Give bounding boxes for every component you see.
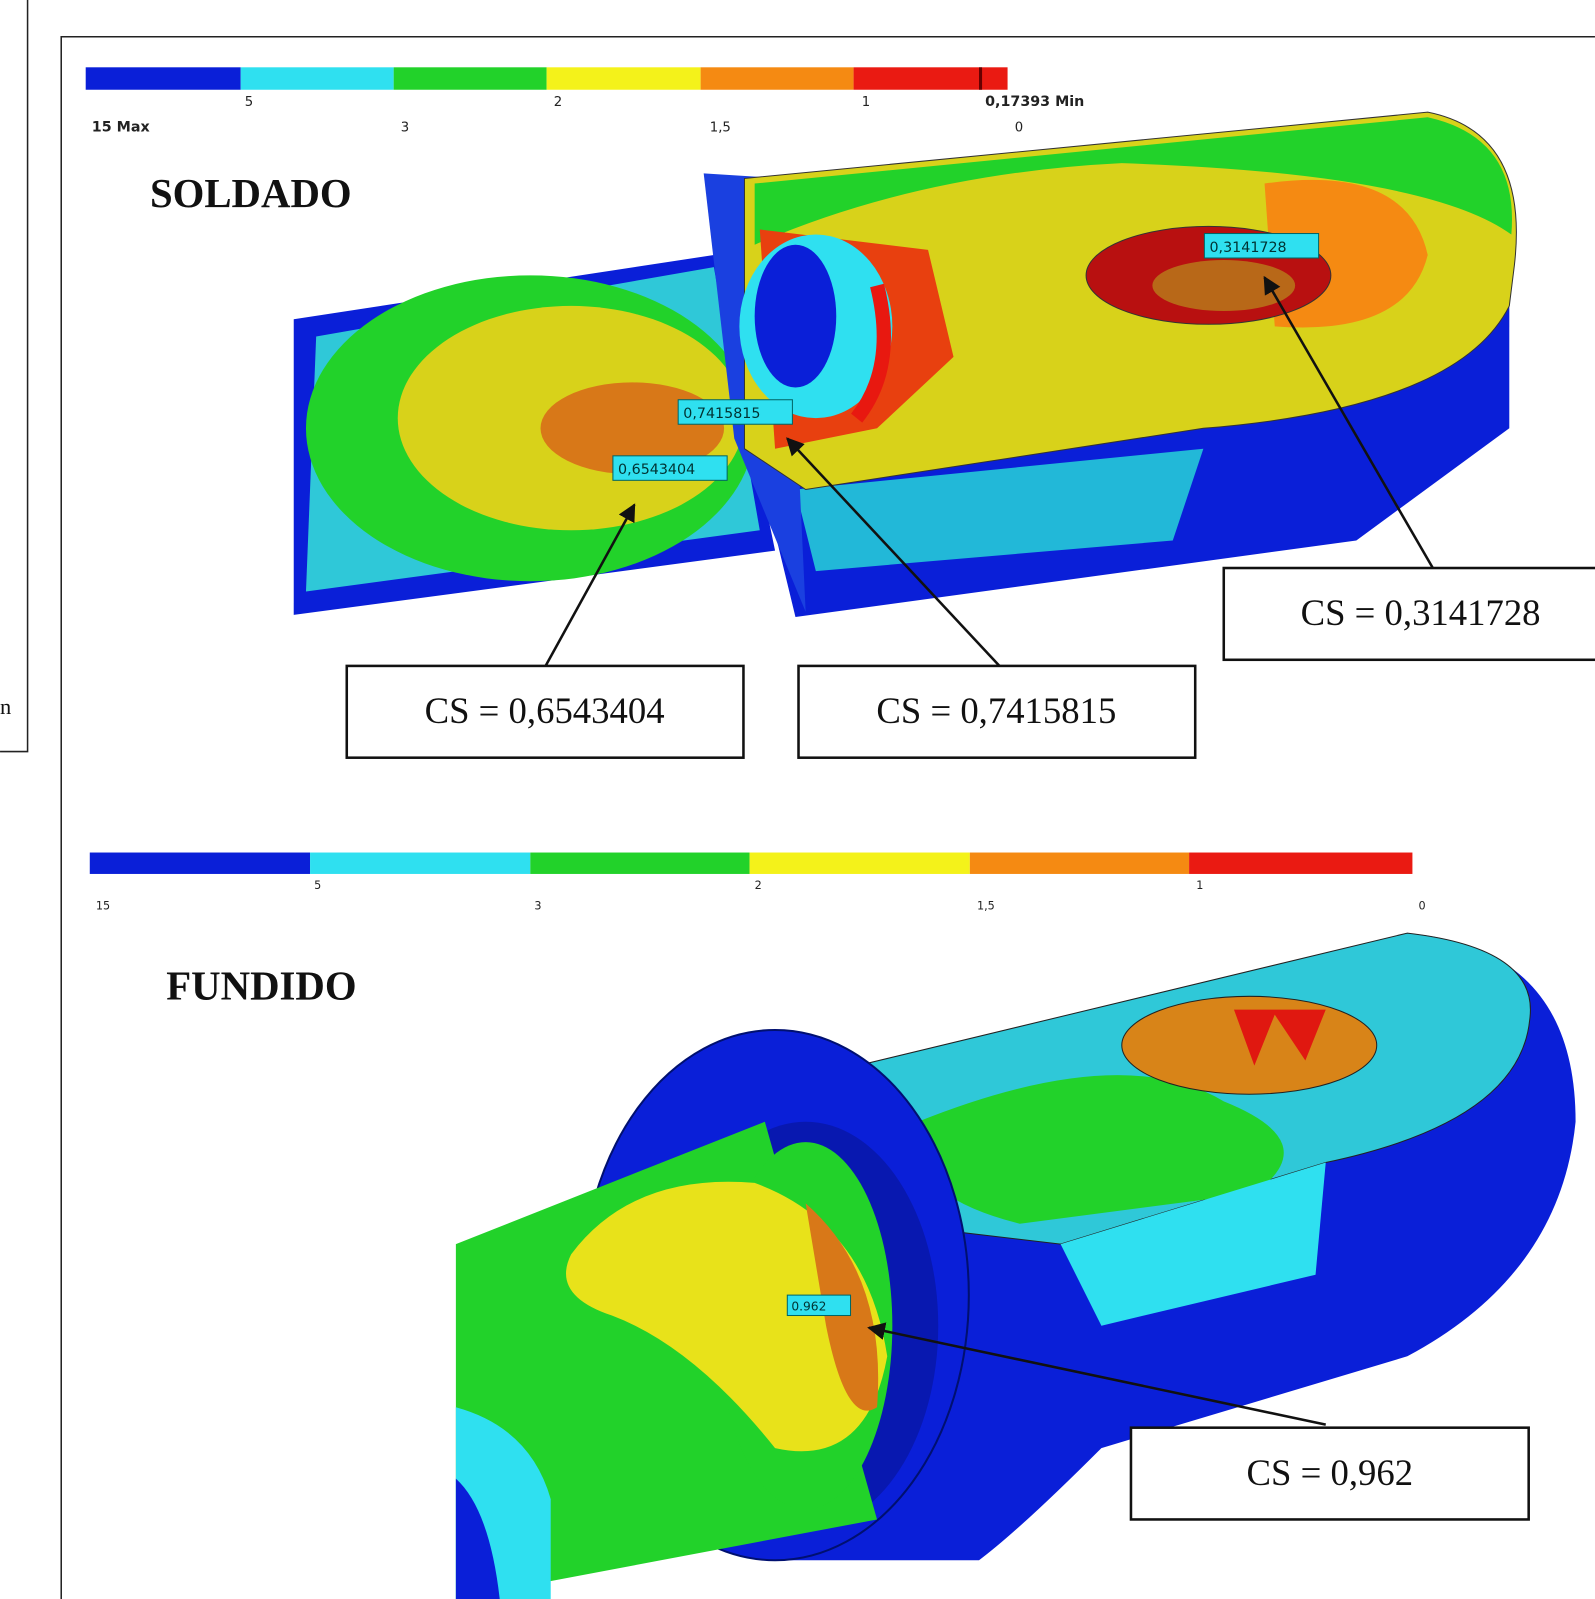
cone [754,244,837,388]
model-soldado [293,111,1517,617]
shaft-band [566,1181,888,1452]
legend-label: 2 [755,879,762,892]
legend-label: 1,5 [977,900,995,913]
legend-label: 0 [1015,121,1023,136]
legend-swatch [240,67,394,90]
callout-label: CS = 0,6543404 [425,690,665,731]
legend-marker [979,67,983,90]
probe-label: 0.962 [791,1299,826,1313]
main-frame [60,35,1595,1599]
legend-swatch [310,852,531,874]
legend-label: 3 [534,900,541,913]
callout-box [1129,1426,1530,1521]
shaft-band [455,1478,500,1599]
left-frame [0,0,29,753]
probes: 0,7415815 0,6543404 0,3141728 [612,233,1320,481]
top-band [754,117,1513,245]
arrow [1263,275,1434,569]
panel-title: SOLDADO [150,171,352,216]
callout-box [345,664,745,759]
callout-box [1222,566,1595,662]
legend-label: 15 [96,900,110,913]
arrow [544,503,636,667]
legend-swatch [969,852,1190,874]
cone-edge [850,283,891,423]
panel-title: FUNDIDO [166,963,356,1008]
callout-label: CS = 0,962 [1247,1452,1414,1493]
legend-bar [89,852,1413,874]
legend-label: 0,17393 Min [985,94,1084,110]
legend-label: 0 [1419,900,1426,913]
legend-label: 2 [554,95,562,110]
legend-swatch [85,67,241,90]
legend-swatch [749,852,970,874]
probe-label: 0,6543404 [618,462,695,478]
side-band [1060,1162,1326,1326]
legend-swatch [89,852,311,874]
legend-label: 5 [314,879,321,892]
legend-swatch [393,67,547,90]
left-fragment: n [0,694,11,719]
model-fundido [455,932,1576,1599]
arrow [786,437,1001,667]
legend-label: 5 [245,95,253,110]
legend-swatch [853,67,1008,90]
legend-swatch [530,852,750,874]
legend-swatch [1189,852,1413,874]
probe-tag [677,399,793,425]
probe-tag [1203,233,1320,259]
legend-label: 15 Max [92,120,150,136]
legend-label: 1 [1196,879,1203,892]
hole-band [1152,260,1296,312]
arrow [867,1322,1327,1426]
probe-label: 0,3141728 [1209,240,1286,256]
legend-label: 1,5 [710,121,731,136]
callout-label: CS = 0,3141728 [1301,592,1541,633]
probe-tag [612,455,728,481]
side-band [795,448,1204,572]
probe-label: 0,7415815 [683,406,760,422]
legend-label: 3 [401,121,409,136]
legend-swatch [546,67,701,90]
probe-tag [786,1294,852,1317]
top-band [914,1075,1284,1224]
callout-box [797,664,1197,759]
hole-band [1233,1009,1326,1066]
callout-label: CS = 0,7415815 [876,690,1116,731]
legend-bar [85,67,1008,90]
legend-label: 1 [862,95,870,110]
legend-swatch [700,67,854,90]
